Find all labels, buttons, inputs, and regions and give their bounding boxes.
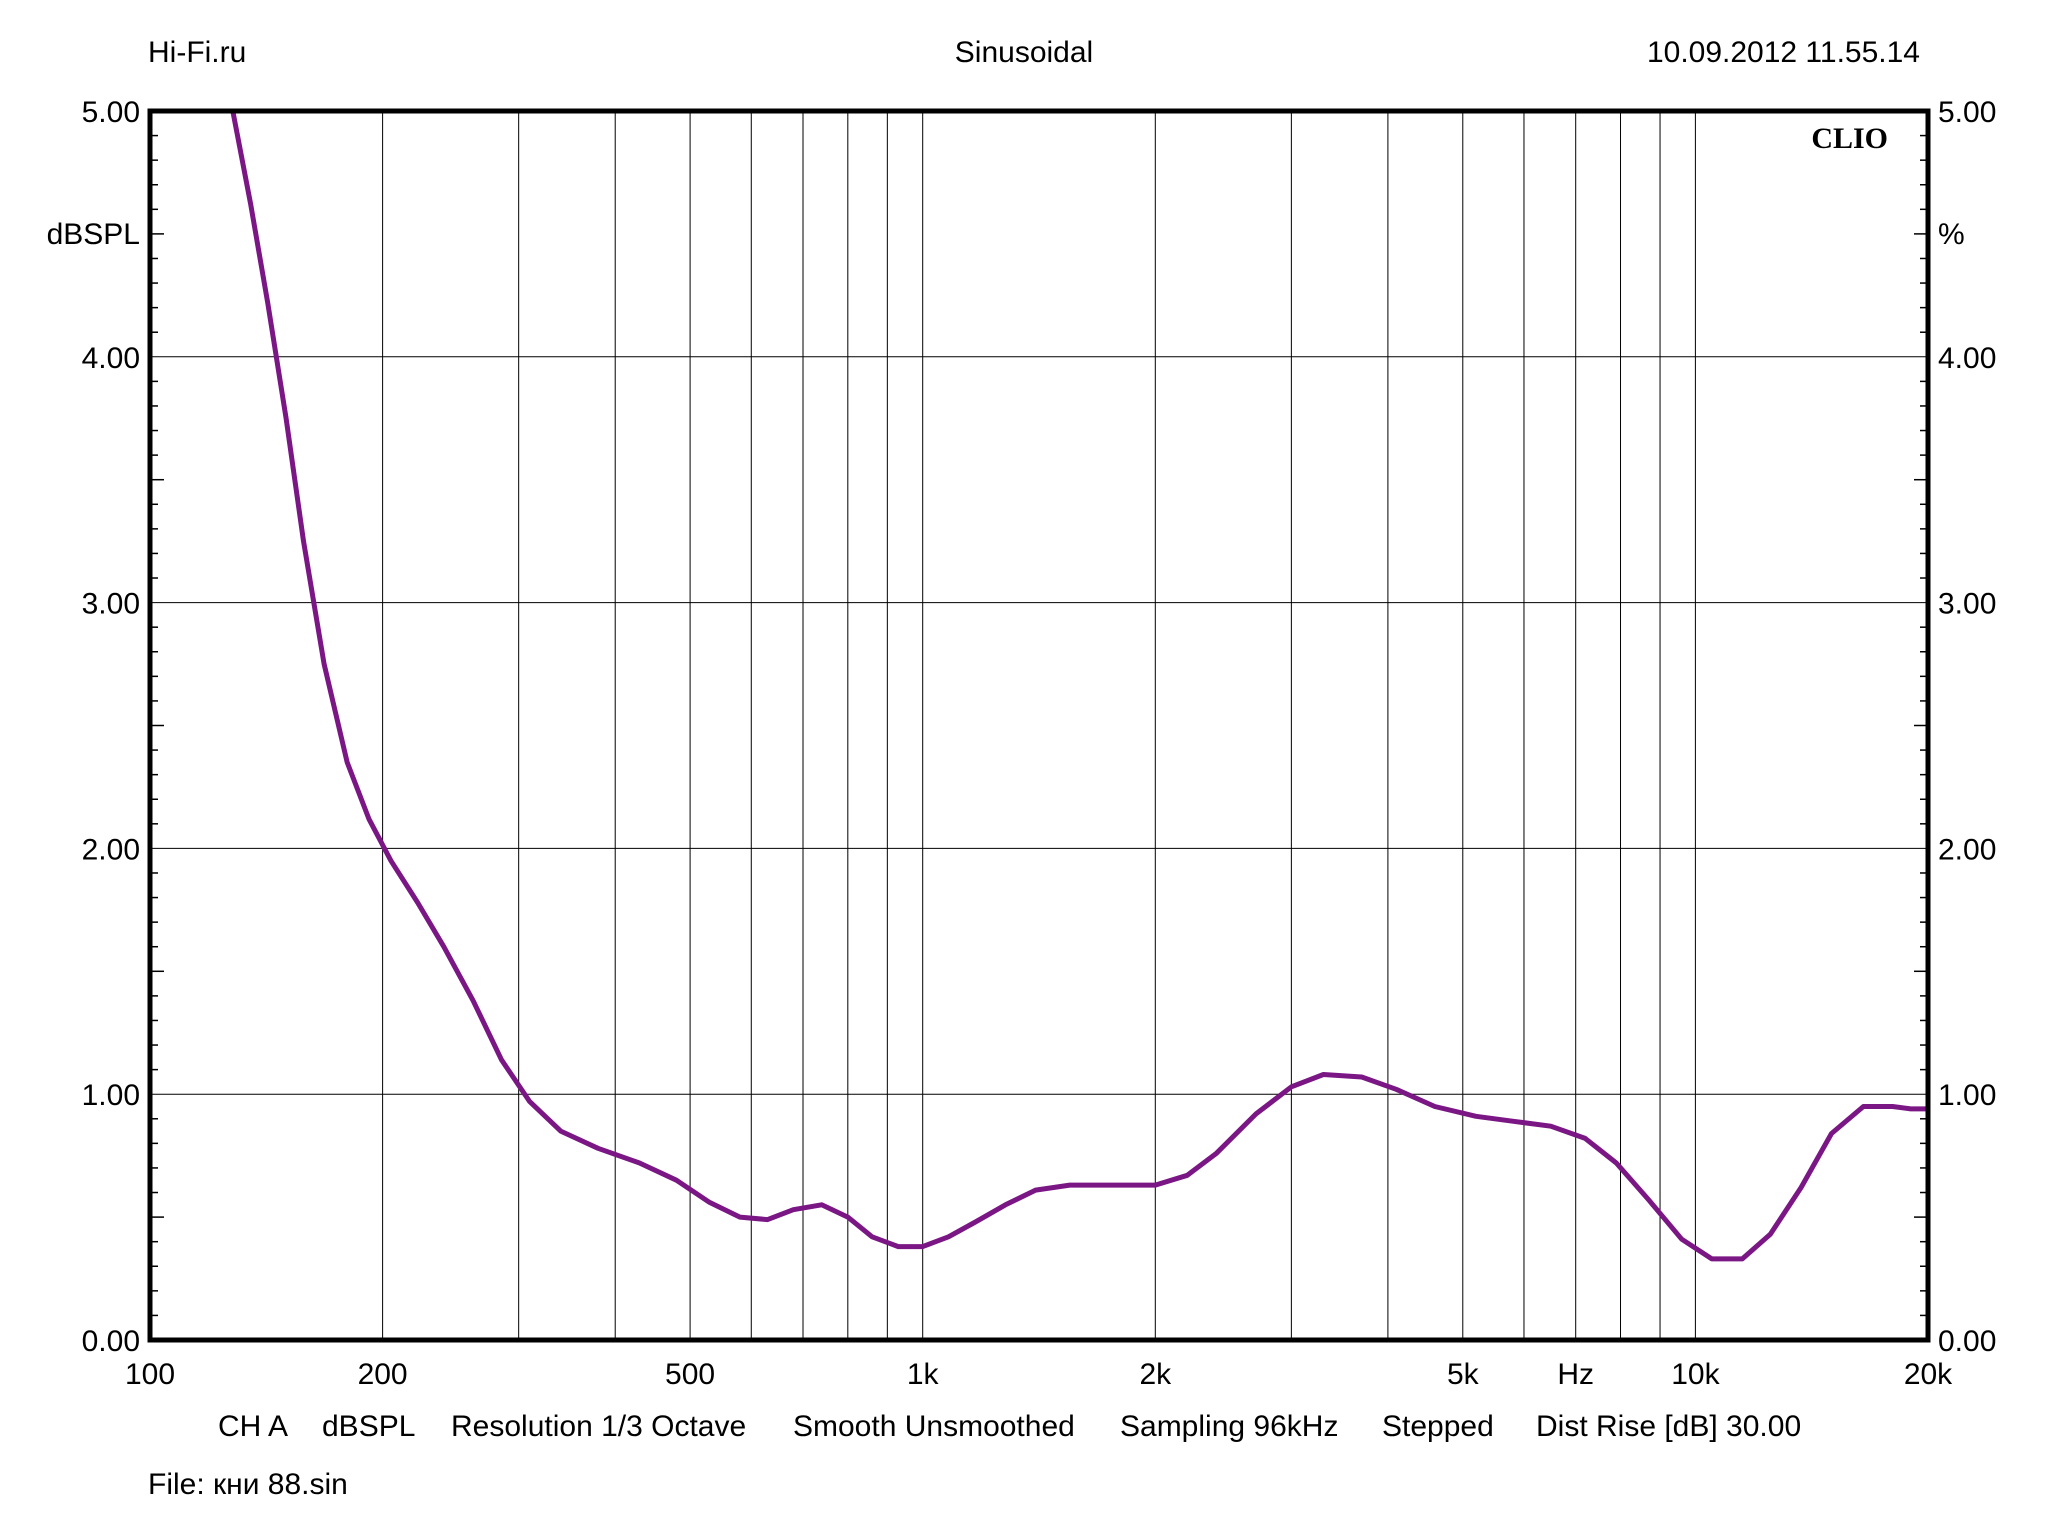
y-tick-label-right: 5.00	[1938, 96, 1996, 129]
left-axis-unit: dBSPL	[47, 218, 140, 251]
y-tick-label-right: 1.00	[1938, 1079, 1996, 1112]
y-tick-label-right: 3.00	[1938, 588, 1996, 621]
x-tick-label: 10k	[1671, 1358, 1720, 1391]
header-left-label: Hi-Fi.ru	[148, 36, 247, 69]
footer-unit: dBSPL	[322, 1410, 416, 1443]
plot-frame	[147, 108, 1931, 1343]
x-tick-label: 2k	[1139, 1358, 1172, 1391]
y-tick-label-left: 4.00	[82, 342, 140, 375]
y-tick-label-left: 0.00	[82, 1325, 140, 1358]
x-axis-unit: Hz	[1557, 1358, 1594, 1391]
y-tick-labels-right: 0.00 1.00 2.00 3.00 4.00 5.00	[1938, 96, 1996, 1358]
footer-file: File: кни 88.sin	[148, 1468, 348, 1501]
header-title: Sinusoidal	[954, 36, 1094, 69]
x-tick-labels: 100 200 500 1k 2k 5k 10k 20k Hz	[125, 1358, 1953, 1391]
clio-logo-text: CLIO	[1811, 122, 1888, 155]
distortion-chart: 100 200 500 1k 2k 5k 10k 20k Hz 0.00 1.00 2.00 3.00…	[47, 96, 1997, 1391]
y-tick-labels-left: 0.00 1.00 2.00 3.00 4.00 5.00	[82, 96, 140, 1358]
right-axis-unit: %	[1938, 218, 1965, 251]
footer-channel: CH A	[218, 1410, 289, 1443]
x-tick-label: 1k	[907, 1358, 940, 1391]
x-tick-label: 20k	[1904, 1358, 1953, 1391]
axis-ticks	[150, 134, 1928, 1317]
x-tick-label: 100	[125, 1358, 175, 1391]
footer-dist-rise: Dist Rise [dB] 30.00	[1536, 1410, 1802, 1443]
x-tick-label: 5k	[1447, 1358, 1480, 1391]
y-tick-label-right: 0.00	[1938, 1325, 1996, 1358]
y-tick-label-left: 1.00	[82, 1079, 140, 1112]
y-tick-label-right: 2.00	[1938, 833, 1996, 866]
major-grid	[150, 111, 1928, 1340]
x-tick-label: 500	[665, 1358, 715, 1391]
footer-resolution: Resolution 1/3 Octave	[451, 1410, 747, 1443]
distortion-curve	[230, 108, 1931, 1262]
y-tick-label-left: 2.00	[82, 833, 140, 866]
x-tick-label: 200	[358, 1358, 408, 1391]
footer-smoothing: Smooth Unsmoothed	[793, 1410, 1075, 1443]
y-tick-label-left: 5.00	[82, 96, 140, 129]
y-tick-label-left: 3.00	[82, 588, 140, 621]
footer-mode: Stepped	[1382, 1410, 1494, 1443]
header-timestamp: 10.09.2012 11.55.14	[1646, 36, 1920, 69]
y-tick-label-right: 4.00	[1938, 342, 1996, 375]
footer-sampling: Sampling 96kHz	[1120, 1410, 1339, 1443]
